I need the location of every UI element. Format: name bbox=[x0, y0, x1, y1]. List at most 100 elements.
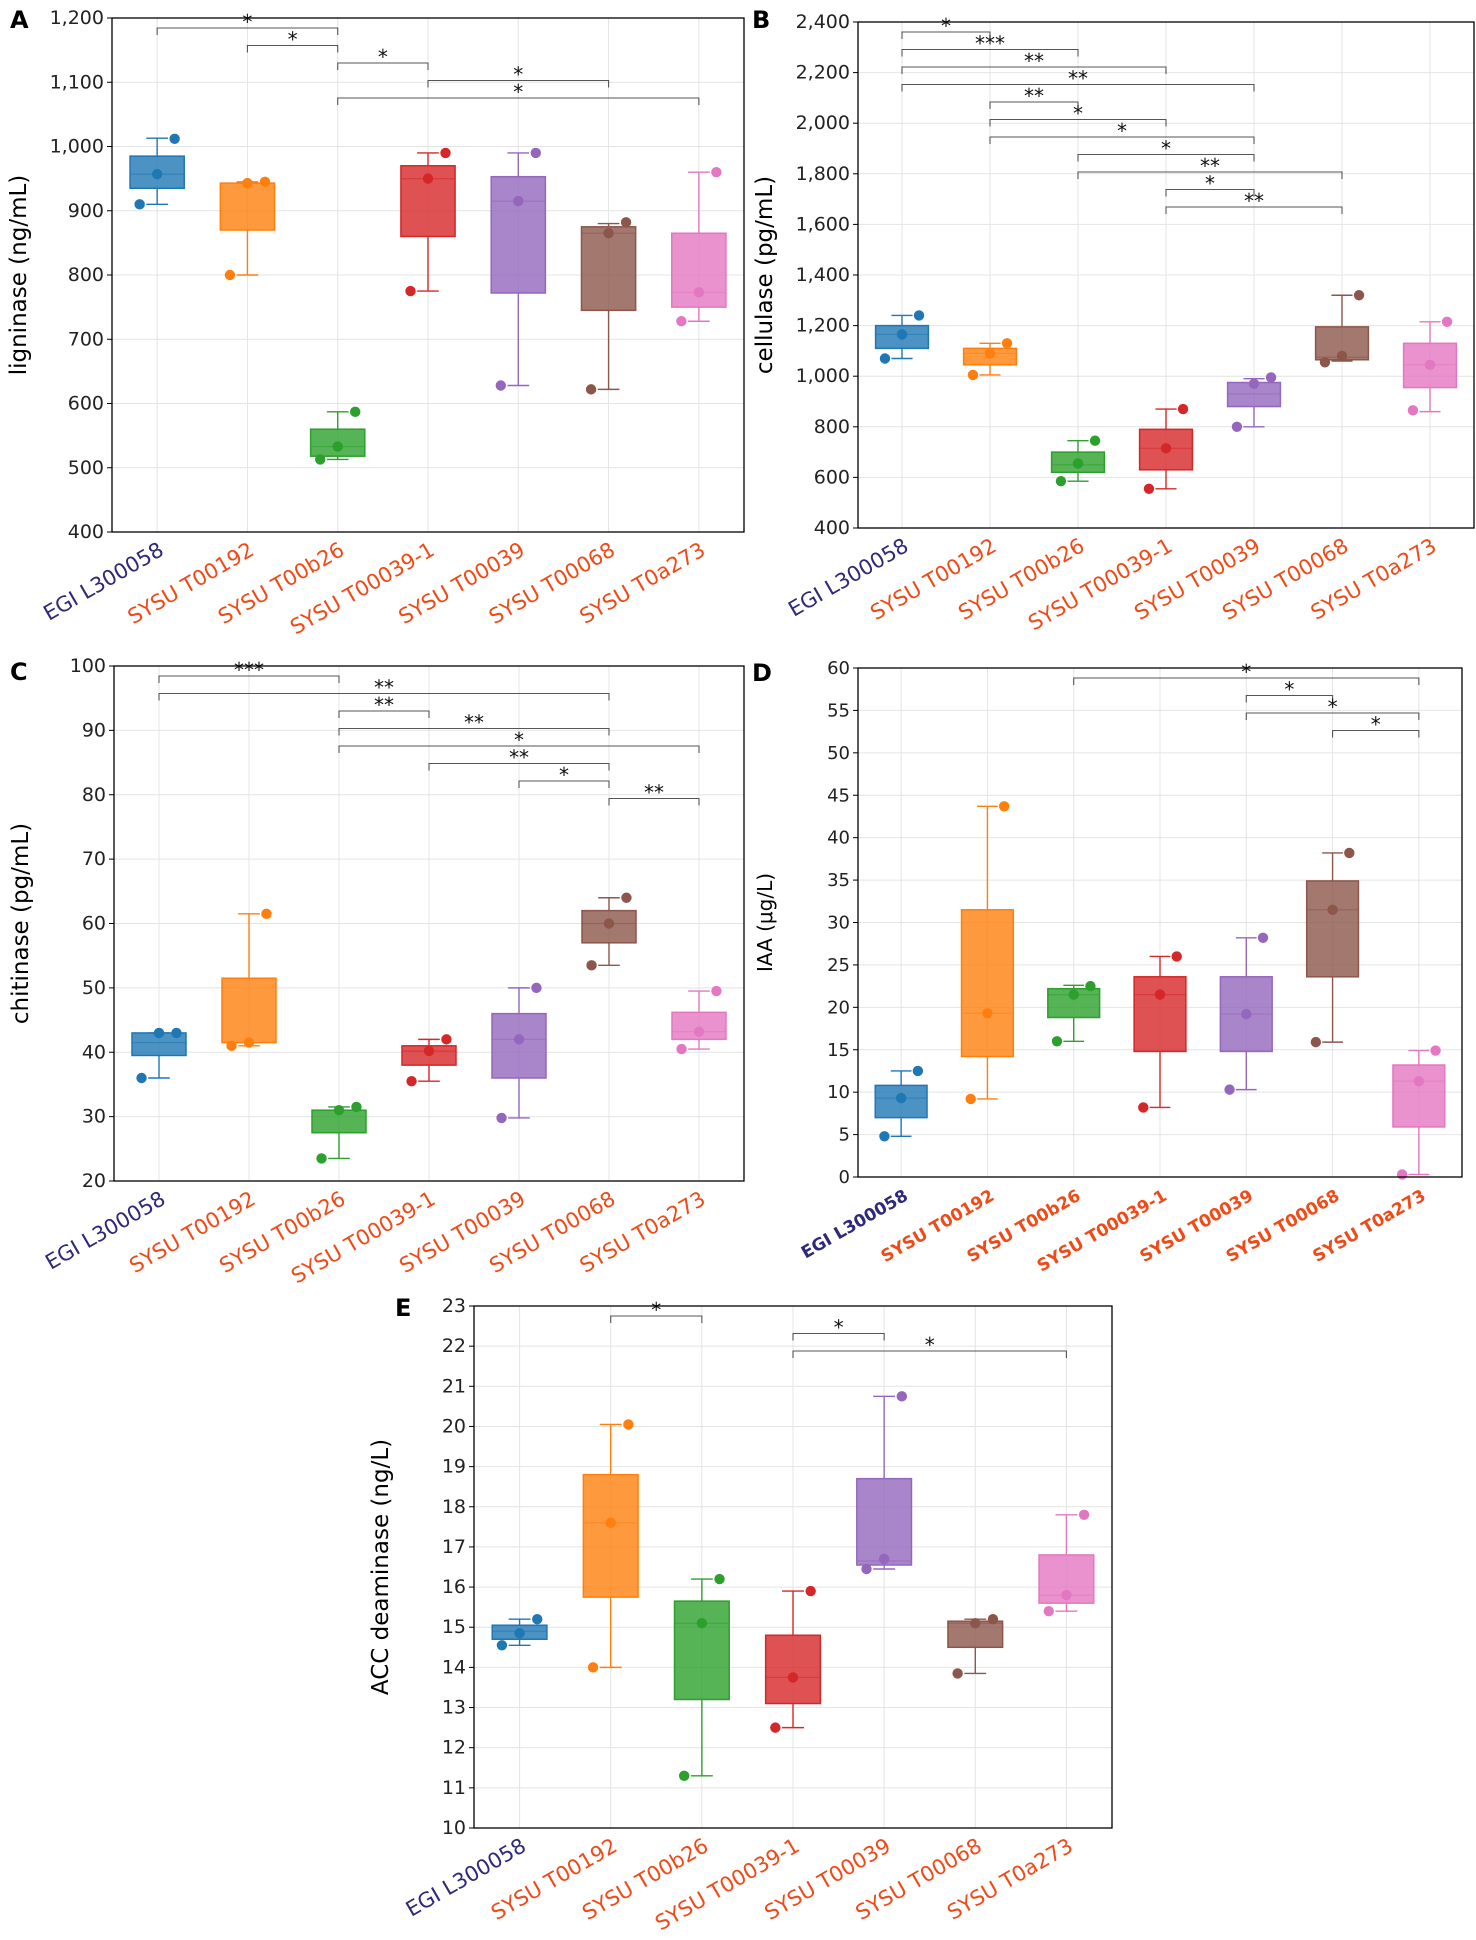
data-point bbox=[1072, 458, 1084, 469]
y-tick-label: 1,100 bbox=[50, 71, 104, 93]
y-tick-label: 30 bbox=[82, 1106, 106, 1128]
sig-bracket: ** bbox=[1077, 154, 1343, 179]
sig-bracket: ** bbox=[989, 84, 1079, 109]
data-point bbox=[711, 985, 722, 997]
sig-bracket: * bbox=[156, 10, 339, 35]
y-tick-label: 1,200 bbox=[796, 315, 850, 337]
y-tick-label: 2,000 bbox=[796, 112, 850, 134]
y-tick-label: 1,800 bbox=[796, 163, 850, 185]
sig-label: ** bbox=[1244, 189, 1264, 213]
sig-label: * bbox=[288, 28, 298, 52]
sig-bracket: ** bbox=[901, 49, 1167, 74]
data-point bbox=[676, 1043, 687, 1055]
data-point bbox=[714, 1573, 725, 1585]
sig-label: ** bbox=[644, 781, 664, 805]
y-tick-label: 20 bbox=[82, 1170, 106, 1192]
data-point bbox=[805, 1585, 816, 1597]
box-iqr bbox=[491, 1012, 547, 1079]
sig-bracket: * bbox=[792, 1316, 885, 1341]
sig-bracket: * bbox=[338, 728, 700, 753]
sig-line bbox=[608, 797, 700, 806]
data-point bbox=[513, 195, 524, 207]
panel-label: D bbox=[752, 659, 772, 687]
sig-bracket: ** bbox=[338, 711, 610, 736]
y-tick-label: 800 bbox=[814, 416, 850, 438]
data-point bbox=[423, 1045, 435, 1057]
panel-label: A bbox=[10, 6, 29, 34]
data-point bbox=[987, 1614, 999, 1625]
data-point bbox=[1241, 1008, 1252, 1020]
data-point bbox=[1344, 847, 1355, 859]
sig-line bbox=[337, 97, 700, 105]
y-tick-label: 17 bbox=[442, 1536, 466, 1558]
sig-label: ** bbox=[1200, 154, 1220, 178]
data-point bbox=[693, 287, 705, 298]
y-axis-label: ligninase (ng/mL) bbox=[6, 175, 32, 376]
sig-line bbox=[610, 1315, 703, 1323]
y-tick-label: 500 bbox=[68, 457, 104, 479]
y-axis-label: chitinase (pg/mL) bbox=[8, 823, 34, 1024]
box-6 bbox=[1038, 1509, 1095, 1617]
box-0 bbox=[874, 310, 930, 364]
data-point bbox=[1085, 980, 1096, 992]
sig-line bbox=[901, 48, 1079, 57]
sig-line bbox=[1073, 677, 1420, 685]
sig-bracket: * bbox=[1332, 713, 1420, 738]
data-point bbox=[153, 1027, 165, 1039]
data-point bbox=[998, 801, 1010, 812]
sig-bracket: * bbox=[1165, 172, 1255, 197]
box-2 bbox=[311, 1101, 367, 1164]
grid bbox=[474, 1305, 1112, 1829]
sig-line bbox=[792, 1332, 885, 1341]
y-tick-label: 2,200 bbox=[796, 62, 850, 84]
y-tick-label: 22 bbox=[442, 1335, 466, 1357]
box-5 bbox=[947, 1614, 1004, 1679]
sig-line bbox=[989, 101, 1079, 109]
plot-frame bbox=[857, 667, 1463, 1178]
data-point bbox=[895, 1092, 907, 1104]
sig-bracket: * bbox=[901, 14, 991, 39]
sig-bracket: * bbox=[337, 45, 429, 70]
y-tick-label: 600 bbox=[68, 393, 104, 415]
box-3 bbox=[1133, 951, 1187, 1113]
y-tick-label: 55 bbox=[827, 700, 850, 721]
sig-label: * bbox=[1241, 660, 1251, 684]
box-6 bbox=[671, 985, 727, 1055]
panel-label: B bbox=[752, 6, 770, 34]
data-point bbox=[405, 285, 416, 297]
data-point bbox=[952, 1668, 963, 1679]
data-point bbox=[1413, 1075, 1425, 1087]
data-point bbox=[514, 1628, 525, 1639]
data-point bbox=[406, 1076, 417, 1087]
box-3 bbox=[764, 1585, 822, 1733]
y-tick-label: 0 bbox=[839, 1167, 850, 1188]
y-tick-label: 1,200 bbox=[50, 7, 104, 29]
box-3 bbox=[1138, 403, 1194, 494]
sig-line bbox=[989, 136, 1255, 144]
box-4 bbox=[1219, 932, 1273, 1095]
box-iqr bbox=[673, 1600, 730, 1701]
data-point bbox=[332, 441, 343, 452]
data-point bbox=[861, 1563, 872, 1575]
sig-label: * bbox=[1073, 102, 1083, 126]
data-point bbox=[1061, 1589, 1072, 1601]
sig-line bbox=[1245, 694, 1334, 703]
sig-bracket: ** bbox=[428, 746, 610, 771]
sig-line bbox=[338, 710, 430, 718]
data-point bbox=[912, 1065, 924, 1077]
sig-line bbox=[158, 692, 610, 701]
y-tick-label: 13 bbox=[442, 1697, 466, 1719]
box-iqr bbox=[580, 226, 637, 312]
plot-frame bbox=[111, 17, 745, 533]
y-tick-label: 40 bbox=[827, 828, 850, 849]
data-point bbox=[1089, 435, 1101, 446]
sig-label: ** bbox=[1024, 84, 1044, 108]
y-tick-label: 1,600 bbox=[796, 213, 850, 235]
box-2 bbox=[673, 1573, 730, 1782]
sig-label: ** bbox=[509, 746, 529, 770]
data-point bbox=[1248, 378, 1260, 389]
y-tick-label: 100 bbox=[70, 655, 106, 677]
data-point bbox=[620, 217, 632, 228]
data-point bbox=[965, 1093, 976, 1105]
box-3 bbox=[401, 1034, 457, 1087]
